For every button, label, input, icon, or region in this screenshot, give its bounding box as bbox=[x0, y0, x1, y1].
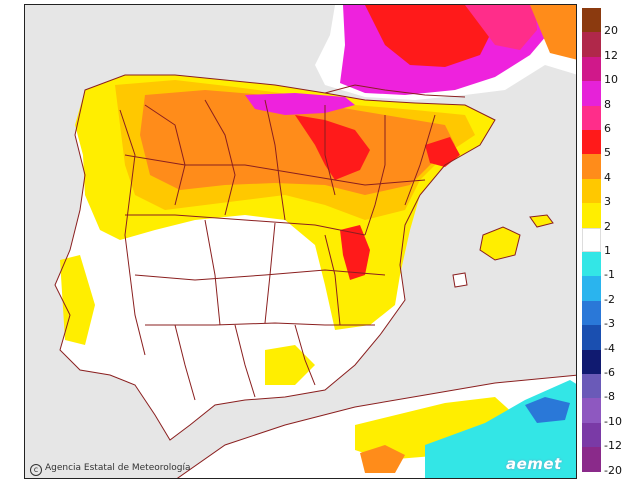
copyright-icon: c bbox=[30, 464, 42, 476]
legend-swatch bbox=[582, 130, 601, 155]
legend-label: -12 bbox=[604, 439, 622, 453]
legend-swatch bbox=[582, 105, 601, 130]
legend-swatch bbox=[582, 398, 601, 423]
legend-swatch bbox=[582, 374, 601, 399]
legend-label: 2 bbox=[604, 219, 611, 233]
border-north-3 bbox=[264, 99, 286, 221]
border-france bbox=[324, 84, 466, 98]
france-anomaly-5 bbox=[365, 5, 495, 67]
credit-line: c Agencia Estatal de Meteorología bbox=[30, 463, 191, 476]
legend-label: 20 bbox=[604, 24, 618, 38]
border-center-2 bbox=[264, 222, 276, 324]
legend-label: -10 bbox=[604, 414, 622, 428]
legend-swatch bbox=[582, 422, 601, 448]
border-north-2 bbox=[204, 99, 236, 216]
legend-label: 6 bbox=[604, 122, 611, 135]
africa-anomaly-3 bbox=[360, 445, 405, 473]
border-north-1 bbox=[144, 104, 186, 206]
border-south-1 bbox=[174, 324, 196, 401]
menorca-outline bbox=[529, 214, 554, 228]
legend-label: 12 bbox=[604, 48, 618, 62]
legend-label: -2 bbox=[604, 292, 615, 306]
legend-label: -8 bbox=[604, 390, 615, 404]
ibiza bbox=[453, 273, 467, 287]
legend-label: 8 bbox=[604, 97, 611, 111]
legend-swatch bbox=[582, 178, 601, 204]
legend-label: -3 bbox=[604, 317, 615, 331]
legend-label: 1 bbox=[604, 244, 611, 257]
legend-swatch bbox=[582, 447, 601, 472]
border-horiz-3 bbox=[134, 269, 386, 281]
border-center-1 bbox=[204, 219, 221, 326]
iberia-anomaly-5-ebro bbox=[295, 115, 370, 180]
legend-label: -20 bbox=[604, 463, 622, 477]
africa-borders bbox=[176, 374, 576, 478]
south-anomaly-2-b bbox=[60, 255, 95, 345]
legend-label: 10 bbox=[604, 73, 618, 87]
province-borders bbox=[54, 74, 554, 441]
iberia-outline bbox=[54, 74, 496, 441]
border-horiz-2 bbox=[125, 214, 366, 236]
legend-swatch bbox=[582, 276, 601, 301]
legend-label: 5 bbox=[604, 146, 611, 160]
legend-swatch bbox=[582, 227, 601, 252]
border-east-1 bbox=[364, 115, 386, 236]
border-horiz-1 bbox=[124, 154, 426, 186]
border-portugal bbox=[119, 109, 146, 356]
anomaly-map bbox=[24, 4, 577, 479]
border-north-4 bbox=[324, 105, 336, 196]
france-anomaly-6 bbox=[465, 5, 537, 50]
legend-swatch bbox=[582, 325, 601, 350]
border-south-2 bbox=[234, 324, 256, 398]
border-horiz-4 bbox=[145, 322, 375, 326]
mallorca-outline bbox=[479, 226, 521, 261]
legend-swatch bbox=[582, 154, 601, 179]
iberia-anomaly-8-pyrenees bbox=[245, 93, 355, 115]
ibiza-outline bbox=[452, 272, 468, 288]
south-anomaly-2-a bbox=[265, 345, 315, 385]
legend-swatch bbox=[582, 81, 601, 106]
color-legend: 20 12 10 8 6 5 4 3 2 1 -1 -2 -3 -4 -6 -8 -10 -12 -20 bbox=[582, 8, 630, 478]
legend-label: -4 bbox=[604, 341, 615, 355]
legend-swatch bbox=[582, 252, 601, 277]
legend-swatch bbox=[582, 32, 601, 57]
border-east-2 bbox=[404, 114, 436, 206]
legend-label: -1 bbox=[604, 268, 615, 282]
iberia-anomaly-5-levante bbox=[340, 225, 370, 280]
iberia-anomaly-4 bbox=[140, 90, 455, 195]
mallorca bbox=[480, 227, 520, 260]
credit-text: Agencia Estatal de Meteorología bbox=[45, 463, 191, 473]
africa-neg-3 bbox=[525, 397, 570, 423]
france-anomaly-3 bbox=[530, 5, 576, 60]
legend-label: 4 bbox=[604, 170, 611, 184]
border-center-3 bbox=[324, 234, 341, 326]
legend-label: -6 bbox=[604, 366, 615, 379]
aemet-logo: aemet bbox=[506, 455, 562, 473]
legend-label: 3 bbox=[604, 195, 611, 209]
map-canvas bbox=[25, 5, 576, 478]
legend-swatch bbox=[582, 349, 601, 374]
iberia-anomaly-5-catalonia bbox=[425, 137, 460, 167]
legend-swatch bbox=[582, 56, 601, 82]
legend-swatch bbox=[582, 8, 601, 33]
legend-swatch bbox=[582, 300, 601, 326]
legend-swatch bbox=[582, 203, 601, 228]
africa-coast bbox=[176, 374, 576, 478]
border-south-3 bbox=[294, 324, 316, 386]
